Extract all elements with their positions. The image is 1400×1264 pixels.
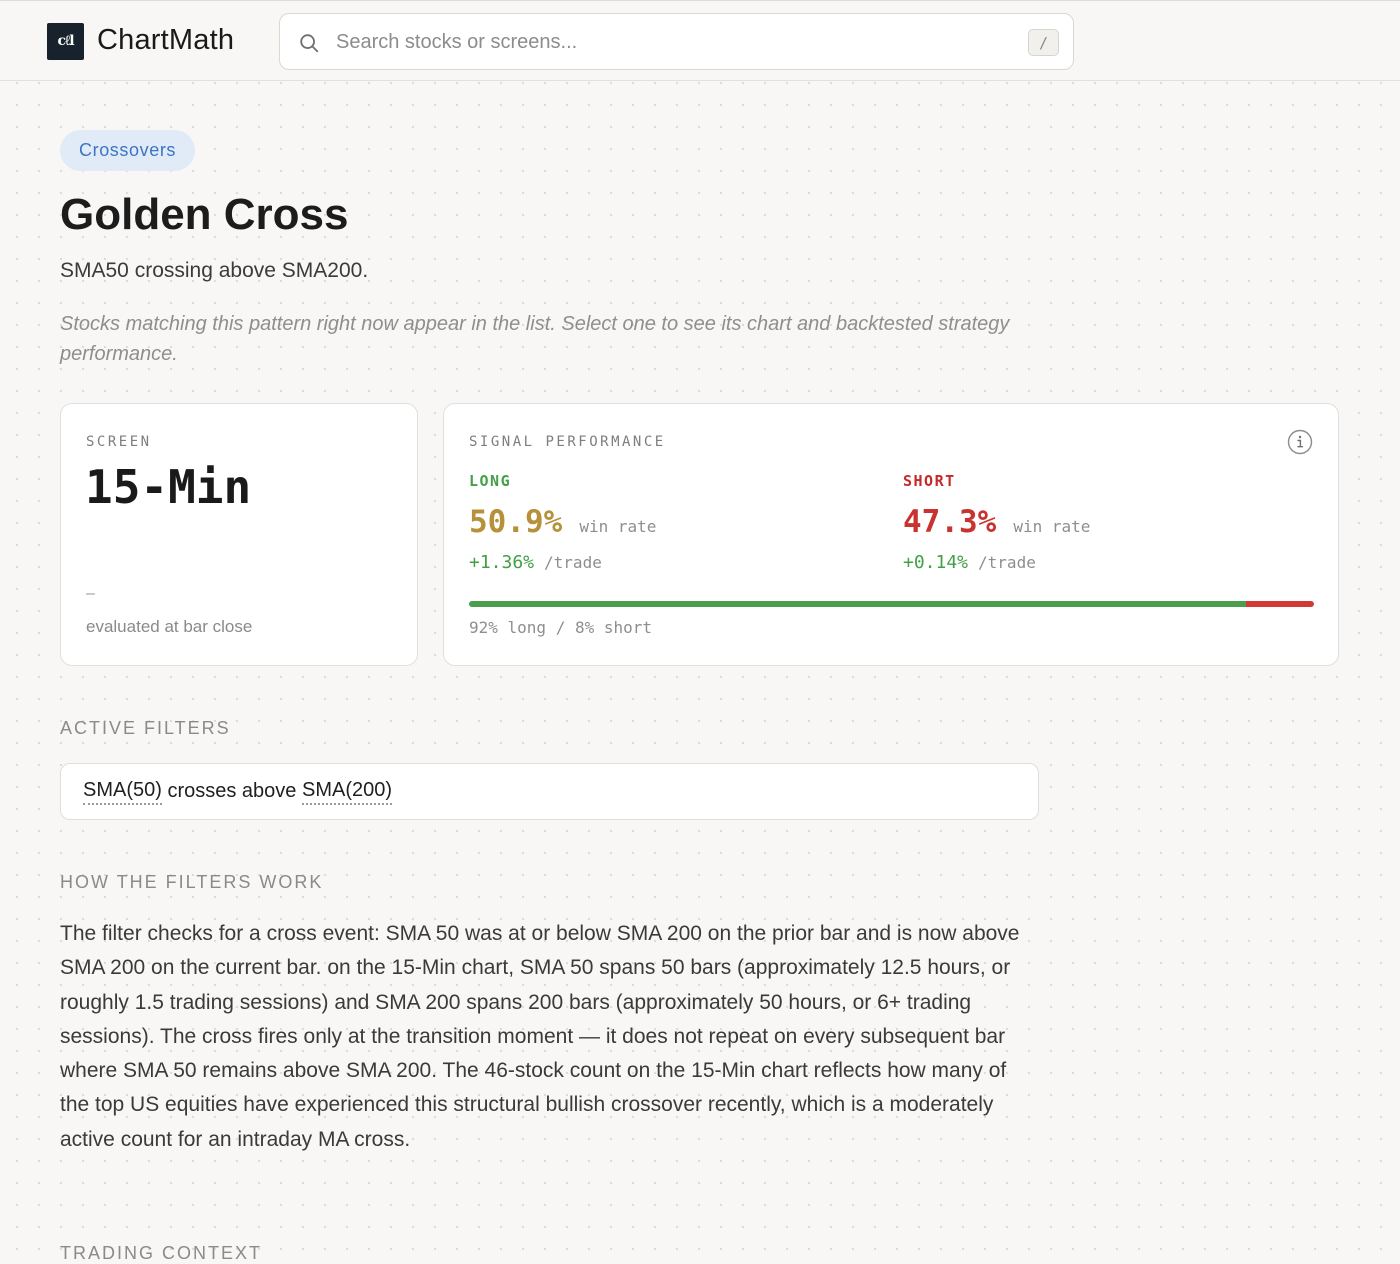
short-stats: SHORT 47.3% win rate +0.14% /trade: [903, 472, 1090, 573]
long-short-split-bar: [469, 601, 1314, 607]
screen-timeframe: 15-Min: [85, 460, 252, 514]
signal-performance-card: SIGNAL PERFORMANCE LONG 50.9% win rate +…: [443, 403, 1339, 666]
long-per-trade-label: /trade: [544, 553, 602, 572]
screen-card: SCREEN 15-Min – evaluated at bar close: [60, 403, 418, 666]
filter-operator: crosses above: [161, 780, 302, 802]
active-filter[interactable]: SMA(50) crosses above SMA(200): [60, 763, 1039, 820]
screen-footnote: evaluated at bar close: [86, 617, 253, 636]
trading-context-heading: TRADING CONTEXT: [60, 1243, 263, 1263]
search-input[interactable]: Search stocks or screens... /: [279, 13, 1074, 70]
long-share-segment: [469, 601, 1247, 607]
category-tag[interactable]: Crossovers: [60, 130, 196, 171]
how-filters-work-heading: HOW THE FILTERS WORK: [60, 872, 324, 892]
brand-name[interactable]: ChartMath: [97, 24, 235, 56]
page-subtitle: SMA50 crossing above SMA200.: [60, 259, 369, 282]
short-win-rate-label: win rate: [1013, 517, 1091, 536]
screen-label: SCREEN: [86, 434, 152, 450]
logo-text: cℓl: [57, 33, 74, 49]
short-per-trade: +0.14%: [903, 552, 969, 573]
how-filters-work-text: The filter checks for a cross event: SMA…: [60, 922, 1020, 1151]
long-win-rate: 50.9%: [469, 504, 563, 540]
logo-icon[interactable]: cℓl: [47, 23, 84, 60]
search-icon: [300, 34, 319, 53]
search-placeholder: Search stocks or screens...: [336, 31, 578, 53]
filter-term-sma50[interactable]: SMA(50): [83, 779, 162, 805]
active-filters-heading: ACTIVE FILTERS: [60, 718, 231, 738]
instruction-note: Stocks matching this pattern right now a…: [60, 313, 1010, 365]
page-title: Golden Cross: [60, 190, 349, 239]
filter-term-sma200[interactable]: SMA(200): [301, 779, 393, 805]
search-shortcut-key: /: [1028, 29, 1059, 56]
long-stats: LONG 50.9% win rate +1.36% /trade: [469, 472, 656, 573]
performance-label: SIGNAL PERFORMANCE: [469, 434, 666, 450]
long-label: LONG: [469, 472, 512, 490]
split-caption: 92% long / 8% short: [469, 618, 653, 637]
short-label: SHORT: [903, 472, 956, 490]
screen-dash: –: [86, 585, 95, 602]
short-per-trade-label: /trade: [978, 553, 1036, 572]
long-per-trade: +1.36%: [469, 552, 535, 573]
short-share-segment: [1246, 601, 1314, 607]
short-win-rate: 47.3%: [903, 504, 997, 540]
long-win-rate-label: win rate: [579, 517, 657, 536]
info-icon[interactable]: [1287, 429, 1313, 455]
top-bar: cℓl ChartMath Search stocks or screens..…: [0, 0, 1400, 81]
